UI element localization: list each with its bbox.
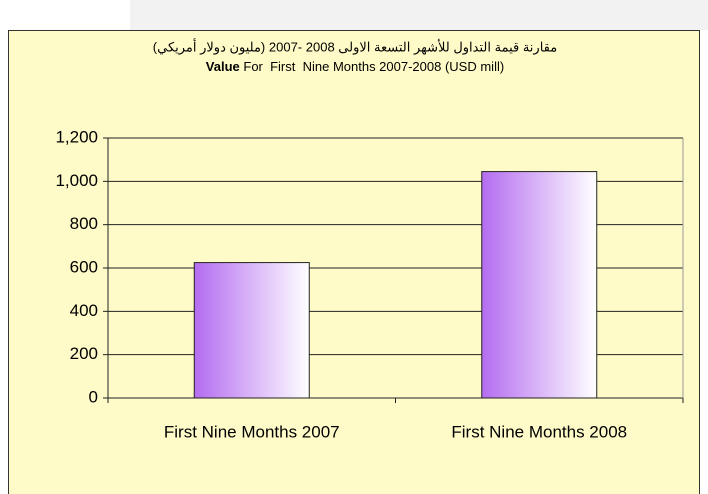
y-tick-label: 1,000 (55, 171, 98, 190)
y-tick-label: 800 (70, 214, 98, 233)
bar (481, 171, 598, 399)
top-band (130, 0, 708, 30)
y-tick-label: 0 (89, 387, 98, 406)
x-tick-label: First Nine Months 2007 (164, 422, 340, 441)
chart-subtitle: Value For First Nine Months 2007-2008 (U… (206, 59, 504, 74)
x-tick-label: First Nine Months 2008 (451, 422, 627, 441)
y-tick-label: 600 (70, 257, 98, 276)
subtitle-bold: Value (206, 59, 240, 74)
y-tick-label: 400 (70, 301, 98, 320)
y-tick-label: 200 (70, 344, 98, 363)
bar (193, 262, 310, 399)
chart-title: مقارنة قيمة التداول للأشهر التسعة الاولى… (153, 38, 557, 55)
subtitle-rest: For First Nine Months 2007-2008 (USD mil… (240, 59, 504, 74)
y-tick-label: 1,200 (55, 127, 98, 146)
